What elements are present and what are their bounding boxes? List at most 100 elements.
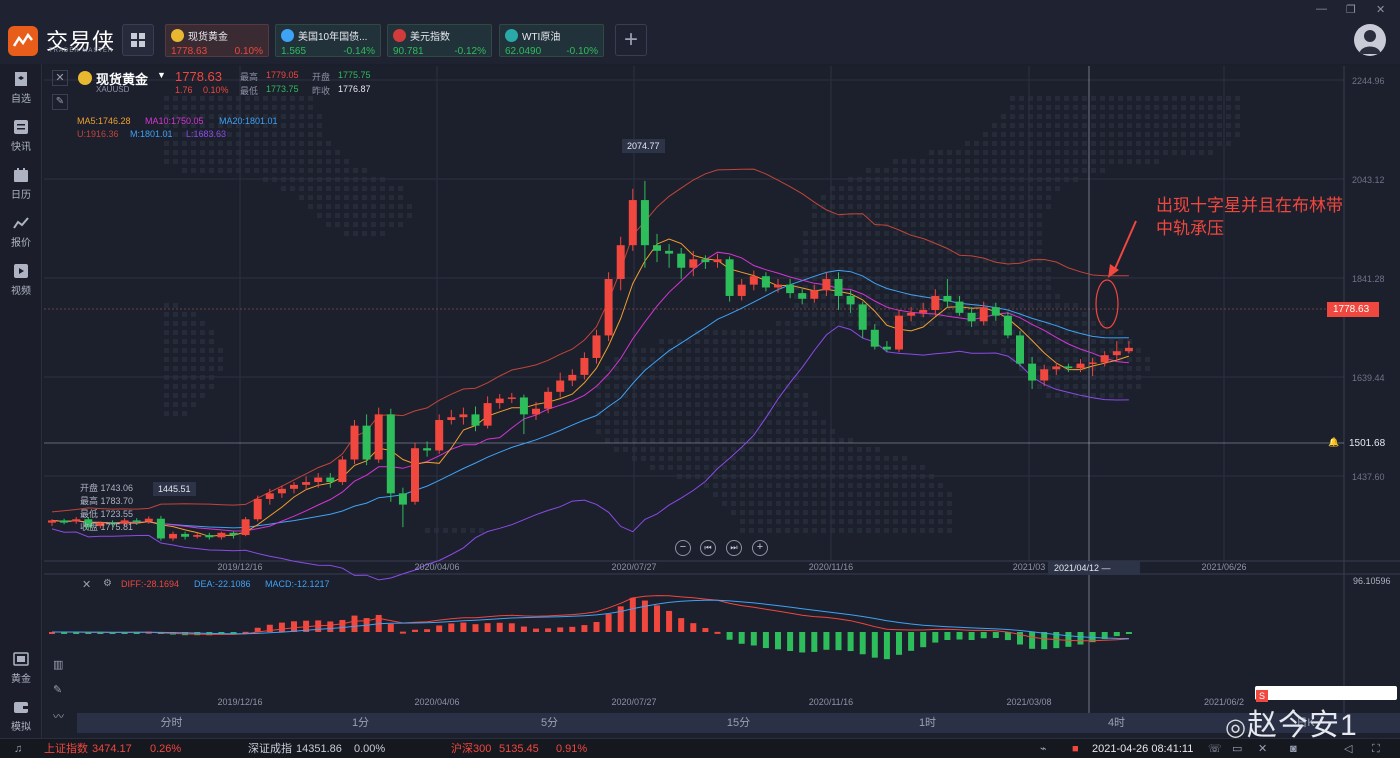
candle-body[interactable]: [435, 420, 444, 451]
candle-body[interactable]: [302, 482, 311, 485]
candle-body[interactable]: [532, 408, 540, 415]
minimize-icon[interactable]: —: [1316, 3, 1327, 15]
candle-body[interactable]: [955, 301, 964, 313]
candle-body[interactable]: [181, 533, 190, 537]
timeframe-4[interactable]: 1时: [918, 717, 937, 729]
candle-body[interactable]: [919, 310, 928, 313]
candle-body[interactable]: [580, 357, 589, 375]
candle-body[interactable]: [870, 329, 879, 347]
candle-body[interactable]: [749, 276, 758, 285]
timeframe-3[interactable]: 15分: [726, 717, 751, 729]
draw-tool-icon[interactable]: ✎: [52, 94, 68, 110]
timeframe-2[interactable]: 5分: [540, 717, 559, 729]
candle-body[interactable]: [483, 403, 492, 426]
candle-body[interactable]: [653, 245, 661, 251]
candle-body[interactable]: [1088, 362, 1097, 364]
layout-grid-button[interactable]: [122, 24, 154, 56]
candle-body[interactable]: [834, 279, 843, 296]
indicator-icon[interactable]: ▥: [53, 659, 64, 671]
pen-icon[interactable]: ✎: [53, 684, 63, 696]
candle-body[interactable]: [326, 477, 335, 483]
candle-body[interactable]: [447, 417, 456, 421]
candle-body[interactable]: [132, 520, 141, 522]
bell-icon[interactable]: 🔔: [1328, 437, 1340, 447]
zoom-out-button[interactable]: −: [675, 540, 691, 556]
candle-body[interactable]: [1124, 347, 1133, 352]
candle-body[interactable]: [423, 448, 432, 451]
candle-body[interactable]: [737, 284, 746, 296]
camera-icon[interactable]: ◙: [1290, 743, 1297, 755]
candle-body[interactable]: [362, 425, 371, 460]
sidebar-item-video[interactable]: 视频: [0, 264, 42, 297]
candle-body[interactable]: [846, 295, 855, 305]
close-macd-icon[interactable]: ✕: [82, 579, 92, 591]
candle-body[interactable]: [241, 519, 250, 536]
candle-body[interactable]: [592, 335, 601, 358]
sidebar-item-gold[interactable]: 黄金: [0, 652, 42, 685]
tools-icon[interactable]: ✕: [1258, 743, 1268, 755]
candle-body[interactable]: [229, 532, 238, 536]
candle-body[interactable]: [350, 425, 359, 460]
candle-body[interactable]: [761, 276, 770, 288]
candle-body[interactable]: [290, 484, 298, 489]
close-chart-icon[interactable]: ✕: [52, 70, 68, 86]
candle-body[interactable]: [1003, 315, 1012, 336]
candle-body[interactable]: [1016, 335, 1024, 364]
candle-body[interactable]: [169, 533, 177, 539]
candle-body[interactable]: [907, 312, 916, 316]
tab-1[interactable]: 现货黄金 1778.63 0.10%: [165, 24, 269, 57]
candle-body[interactable]: [991, 307, 1000, 316]
candle-body[interactable]: [640, 200, 649, 246]
candle-body[interactable]: [217, 532, 226, 538]
sidebar-item-calendar[interactable]: 日历: [0, 168, 42, 201]
candle-body[interactable]: [120, 520, 129, 524]
candle-body[interactable]: [205, 535, 214, 538]
tab-2[interactable]: 美国10年国债... 1.565 -0.14%: [275, 24, 381, 57]
candle-body[interactable]: [967, 312, 976, 322]
settings-gear-icon[interactable]: ⚙: [103, 578, 112, 589]
tab-4[interactable]: WTI原油 62.0490 -0.10%: [499, 24, 604, 57]
candle-body[interactable]: [1076, 363, 1085, 369]
candle-body[interactable]: [1040, 369, 1049, 381]
candle-body[interactable]: [701, 259, 710, 263]
candle-body[interactable]: [616, 245, 625, 280]
zoom-in-button[interactable]: +: [752, 540, 768, 556]
candle-body[interactable]: [931, 295, 940, 311]
phone-icon[interactable]: ☏: [1208, 743, 1222, 755]
candle-body[interactable]: [48, 520, 56, 523]
candle-body[interactable]: [1028, 363, 1037, 381]
candle-body[interactable]: [253, 498, 262, 520]
scroll-right-button[interactable]: ⏭: [726, 540, 742, 556]
restore-icon[interactable]: ❐: [1346, 4, 1356, 16]
candle-body[interactable]: [713, 259, 722, 263]
candle-body[interactable]: [507, 397, 516, 399]
add-tab-button[interactable]: +: [615, 24, 647, 56]
candle-body[interactable]: [774, 284, 782, 288]
timeframe-0[interactable]: 分时: [160, 717, 183, 729]
signal-icon[interactable]: ⌁: [1040, 743, 1047, 755]
scroll-left-button[interactable]: ⏮: [700, 540, 716, 556]
candle-body[interactable]: [108, 522, 117, 525]
candle-body[interactable]: [338, 459, 347, 483]
candle-body[interactable]: [725, 259, 734, 296]
sidebar-item-quotes[interactable]: 报价: [0, 216, 42, 249]
candle-body[interactable]: [556, 380, 565, 392]
candle-body[interactable]: [604, 279, 613, 336]
sidebar-item-news[interactable]: 快讯: [0, 120, 42, 153]
symbol-name[interactable]: 现货黄金: [96, 72, 149, 87]
close-window-icon[interactable]: ✕: [1376, 4, 1386, 16]
candle-body[interactable]: [544, 391, 553, 409]
line-chart-icon[interactable]: 〰: [53, 711, 64, 723]
candle-body[interactable]: [84, 519, 93, 528]
timeframe-5[interactable]: 4时: [1107, 717, 1126, 729]
candle-body[interactable]: [943, 295, 952, 302]
candle-body[interactable]: [1100, 355, 1109, 363]
candle-body[interactable]: [519, 397, 528, 415]
candle-body[interactable]: [72, 519, 81, 522]
candle-body[interactable]: [677, 253, 686, 268]
timeframe-6[interactable]: 日K: [1296, 717, 1315, 729]
price-chart[interactable]: 2244.962043.121841.281639.441437.602019/…: [44, 66, 1400, 713]
candle-body[interactable]: [398, 493, 407, 505]
candle-body[interactable]: [314, 477, 323, 483]
tab-3[interactable]: 美元指数 90.781 -0.12%: [387, 24, 492, 57]
